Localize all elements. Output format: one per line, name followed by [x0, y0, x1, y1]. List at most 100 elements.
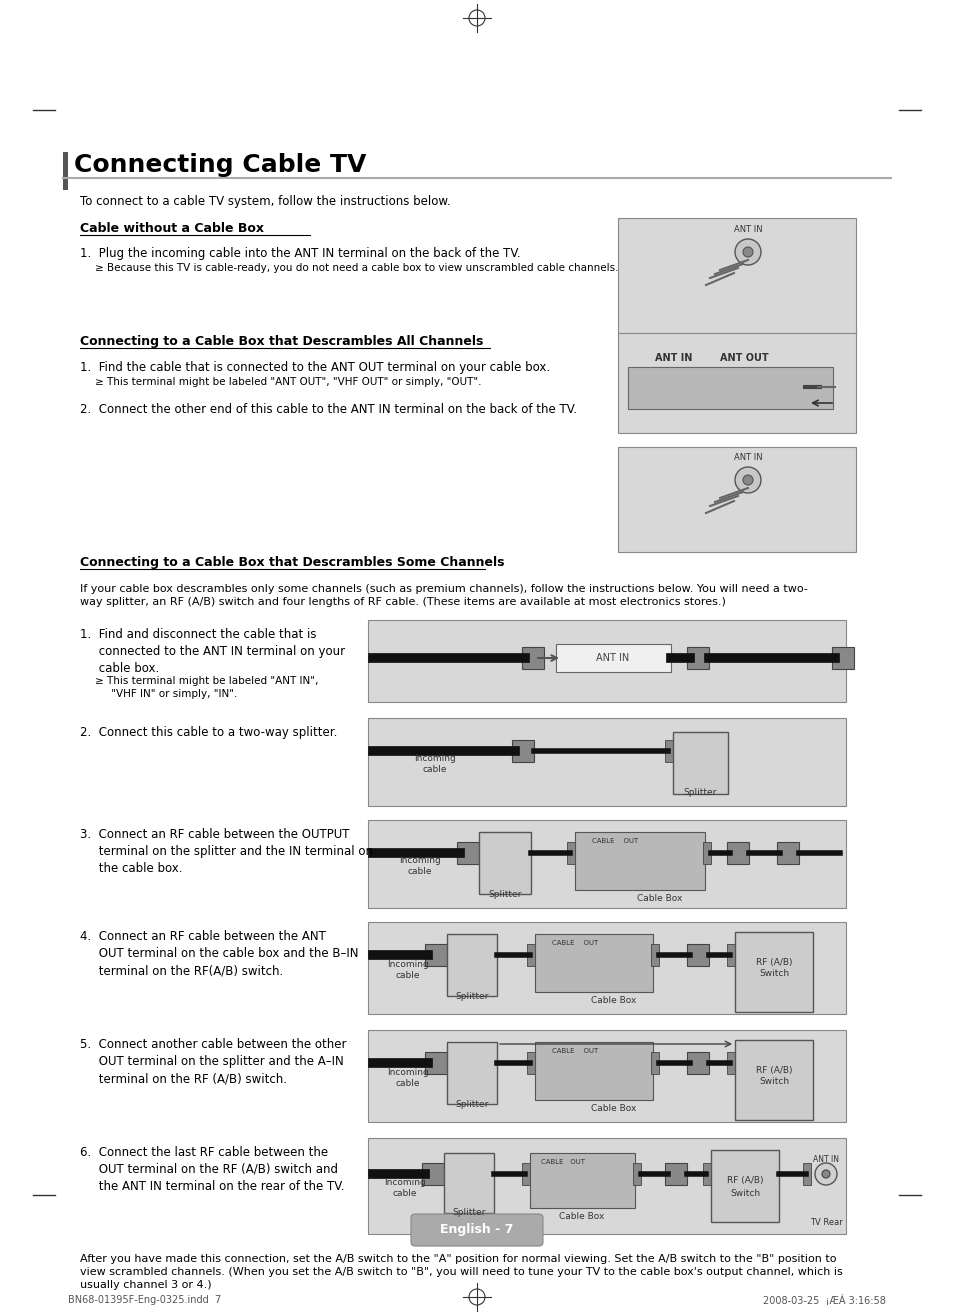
FancyBboxPatch shape: [526, 1052, 535, 1074]
Text: 1.  Find and disconnect the cable that is
     connected to the ANT IN terminal : 1. Find and disconnect the cable that is…: [80, 629, 345, 675]
FancyBboxPatch shape: [618, 218, 855, 337]
Text: ANT OUT: ANT OUT: [720, 352, 768, 363]
Text: Cable Box: Cable Box: [591, 995, 636, 1005]
FancyBboxPatch shape: [456, 842, 478, 864]
FancyBboxPatch shape: [411, 1214, 542, 1247]
FancyBboxPatch shape: [686, 647, 708, 669]
Text: Switch: Switch: [729, 1189, 760, 1198]
Text: ≥ Because this TV is cable-ready, you do not need a cable box to view unscramble: ≥ Because this TV is cable-ready, you do…: [95, 263, 618, 274]
FancyBboxPatch shape: [734, 1040, 812, 1120]
Text: English - 7: English - 7: [440, 1223, 513, 1236]
Text: Incoming
cable: Incoming cable: [387, 960, 429, 980]
FancyBboxPatch shape: [702, 1162, 710, 1185]
FancyBboxPatch shape: [535, 1041, 652, 1101]
Text: 2.  Connect the other end of this cable to the ANT IN terminal on the back of th: 2. Connect the other end of this cable t…: [80, 402, 577, 416]
FancyBboxPatch shape: [650, 944, 659, 967]
Text: CABLE    OUT: CABLE OUT: [551, 940, 598, 945]
Text: Splitter: Splitter: [488, 890, 521, 899]
FancyBboxPatch shape: [535, 934, 652, 992]
FancyBboxPatch shape: [776, 842, 799, 864]
Text: ≥ This terminal might be labeled "ANT IN",
     "VHF IN" or simply, "IN".: ≥ This terminal might be labeled "ANT IN…: [95, 676, 318, 700]
Text: 6.  Connect the last RF cable between the
     OUT terminal on the RF (A/B) swit: 6. Connect the last RF cable between the…: [80, 1145, 344, 1193]
Text: 2.  Connect this cable to a two-way splitter.: 2. Connect this cable to a two-way split…: [80, 726, 337, 739]
FancyBboxPatch shape: [726, 1052, 734, 1074]
FancyBboxPatch shape: [526, 944, 535, 967]
Text: Connecting to a Cable Box that Descrambles Some Channels: Connecting to a Cable Box that Descrambl…: [80, 556, 504, 569]
Text: ANT IN: ANT IN: [733, 225, 761, 234]
Text: Switch: Switch: [759, 969, 788, 978]
FancyBboxPatch shape: [478, 832, 531, 894]
FancyBboxPatch shape: [618, 333, 855, 433]
FancyBboxPatch shape: [521, 647, 543, 669]
FancyBboxPatch shape: [566, 842, 575, 864]
FancyBboxPatch shape: [447, 934, 497, 995]
Circle shape: [742, 475, 752, 485]
FancyBboxPatch shape: [368, 1030, 845, 1122]
FancyBboxPatch shape: [802, 1162, 810, 1185]
Text: ANT IN: ANT IN: [596, 654, 629, 663]
Text: 1.  Find the cable that is connected to the ANT OUT terminal on your cable box.: 1. Find the cable that is connected to t…: [80, 362, 550, 373]
FancyBboxPatch shape: [530, 1153, 635, 1208]
Text: Cable Box: Cable Box: [558, 1212, 604, 1222]
FancyBboxPatch shape: [512, 740, 534, 761]
Text: Cable without a Cable Box: Cable without a Cable Box: [80, 222, 264, 235]
Text: Splitter: Splitter: [455, 1101, 488, 1109]
Text: CABLE    OUT: CABLE OUT: [591, 838, 638, 844]
FancyBboxPatch shape: [686, 1052, 708, 1074]
FancyBboxPatch shape: [421, 1162, 443, 1185]
FancyBboxPatch shape: [368, 718, 845, 806]
FancyBboxPatch shape: [726, 842, 748, 864]
FancyBboxPatch shape: [627, 367, 832, 409]
FancyBboxPatch shape: [734, 932, 812, 1013]
Circle shape: [734, 467, 760, 493]
FancyBboxPatch shape: [521, 1162, 530, 1185]
Text: CABLE   OUT: CABLE OUT: [540, 1159, 584, 1165]
FancyBboxPatch shape: [710, 1151, 779, 1222]
Text: 2008-03-25  ¡ÆÁ 3:16:58: 2008-03-25 ¡ÆÁ 3:16:58: [762, 1295, 885, 1306]
FancyBboxPatch shape: [368, 1137, 845, 1233]
Text: ANT IN: ANT IN: [812, 1155, 838, 1164]
Text: TV Rear: TV Rear: [809, 1218, 841, 1227]
FancyBboxPatch shape: [672, 732, 727, 794]
FancyBboxPatch shape: [63, 153, 68, 189]
Text: Connecting Cable TV: Connecting Cable TV: [74, 153, 366, 178]
FancyBboxPatch shape: [702, 842, 710, 864]
Text: ANT IN: ANT IN: [655, 352, 692, 363]
Text: 4.  Connect an RF cable between the ANT
     OUT terminal on the cable box and t: 4. Connect an RF cable between the ANT O…: [80, 930, 358, 977]
Text: BN68-01395F-Eng-0325.indd  7: BN68-01395F-Eng-0325.indd 7: [68, 1295, 221, 1304]
Circle shape: [734, 239, 760, 266]
Text: Connecting to a Cable Box that Descrambles All Channels: Connecting to a Cable Box that Descrambl…: [80, 335, 483, 348]
FancyBboxPatch shape: [575, 832, 704, 890]
FancyBboxPatch shape: [368, 821, 845, 907]
Text: Splitter: Splitter: [455, 992, 488, 1001]
FancyBboxPatch shape: [424, 1052, 447, 1074]
FancyBboxPatch shape: [650, 1052, 659, 1074]
Text: Splitter: Splitter: [452, 1208, 485, 1216]
Text: RF (A/B): RF (A/B): [726, 1177, 762, 1186]
Text: Incoming
cable: Incoming cable: [384, 1178, 425, 1198]
FancyBboxPatch shape: [633, 1162, 640, 1185]
Text: After you have made this connection, set the A/B switch to the "A" position for : After you have made this connection, set…: [80, 1255, 841, 1290]
Text: Switch: Switch: [759, 1077, 788, 1086]
FancyBboxPatch shape: [368, 619, 845, 702]
FancyBboxPatch shape: [443, 1153, 494, 1212]
Text: RF (A/B): RF (A/B): [755, 957, 791, 967]
Text: Incoming
cable: Incoming cable: [414, 753, 456, 775]
FancyBboxPatch shape: [368, 922, 845, 1014]
Text: ≥ This terminal might be labeled "ANT OUT", "VHF OUT" or simply, "OUT".: ≥ This terminal might be labeled "ANT OU…: [95, 377, 481, 387]
Text: Incoming
cable: Incoming cable: [387, 1068, 429, 1088]
Circle shape: [821, 1170, 829, 1178]
FancyBboxPatch shape: [556, 644, 670, 672]
FancyBboxPatch shape: [726, 944, 734, 967]
FancyBboxPatch shape: [831, 647, 853, 669]
Text: CABLE    OUT: CABLE OUT: [551, 1048, 598, 1055]
FancyBboxPatch shape: [686, 944, 708, 967]
Text: RF (A/B): RF (A/B): [755, 1065, 791, 1074]
Text: Splitter: Splitter: [682, 788, 716, 797]
Circle shape: [814, 1162, 836, 1185]
Text: If your cable box descrambles only some channels (such as premium channels), fol: If your cable box descrambles only some …: [80, 584, 807, 608]
Text: Cable Box: Cable Box: [591, 1105, 636, 1112]
FancyBboxPatch shape: [664, 1162, 686, 1185]
Text: Cable Box: Cable Box: [637, 894, 682, 903]
Text: 1.  Plug the incoming cable into the ANT IN terminal on the back of the TV.: 1. Plug the incoming cable into the ANT …: [80, 247, 520, 260]
